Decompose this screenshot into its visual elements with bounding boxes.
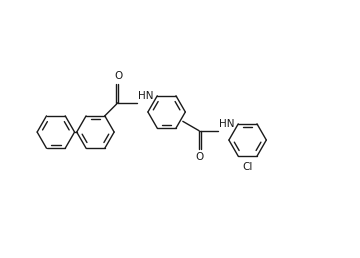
Text: O: O [195, 152, 203, 162]
Text: HN: HN [138, 91, 154, 101]
Text: Cl: Cl [242, 162, 253, 172]
Text: HN: HN [219, 119, 235, 129]
Text: O: O [114, 71, 122, 81]
